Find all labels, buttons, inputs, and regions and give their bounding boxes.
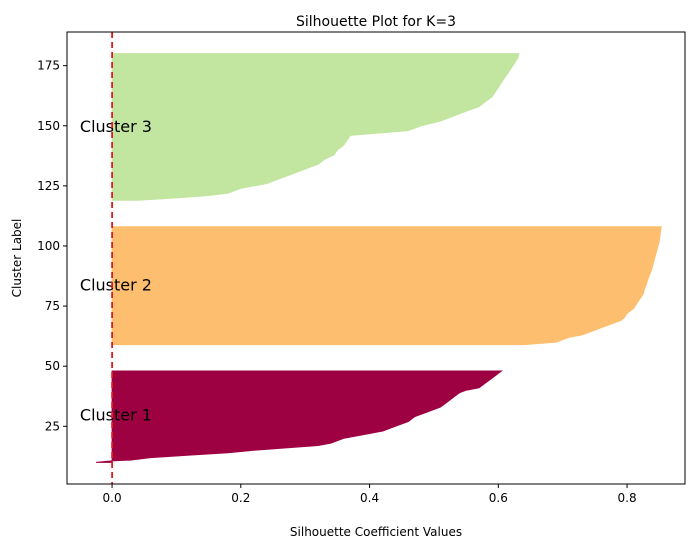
cluster-1-silhouette-area — [95, 370, 503, 463]
cluster-2-silhouette-area — [111, 226, 662, 346]
y-tick-label: 50 — [45, 359, 60, 373]
cluster-3-silhouette-area — [111, 53, 520, 201]
cluster-1-label: Cluster 1 — [80, 405, 152, 424]
cluster-3-label: Cluster 3 — [80, 117, 152, 136]
y-axis-ticks: 25 50 75 100 125 150 175 — [37, 59, 67, 433]
cluster-2-label: Cluster 2 — [80, 275, 152, 294]
y-tick-label: 75 — [45, 299, 60, 313]
y-tick-label: 150 — [37, 119, 60, 133]
plot-area: Cluster 1 Cluster 2 Cluster 3 — [80, 32, 662, 484]
chart-title: Silhouette Plot for K=3 — [296, 14, 456, 30]
axes-frame — [66, 31, 686, 485]
x-tick-label: 0.8 — [618, 491, 637, 505]
x-tick-label: 0.6 — [489, 491, 508, 505]
y-tick-label: 125 — [37, 179, 60, 193]
x-tick-label: 0.0 — [103, 491, 122, 505]
y-tick-label: 175 — [37, 59, 60, 73]
x-axis-ticks: 0.0 0.2 0.4 0.6 0.8 — [103, 484, 637, 505]
y-axis-label: Cluster Label — [10, 219, 24, 298]
y-tick-label: 25 — [45, 419, 60, 433]
y-tick-label: 100 — [37, 239, 60, 253]
x-tick-label: 0.4 — [360, 491, 379, 505]
x-axis-label: Silhouette Coefficient Values — [290, 525, 462, 539]
x-tick-label: 0.2 — [231, 491, 250, 505]
